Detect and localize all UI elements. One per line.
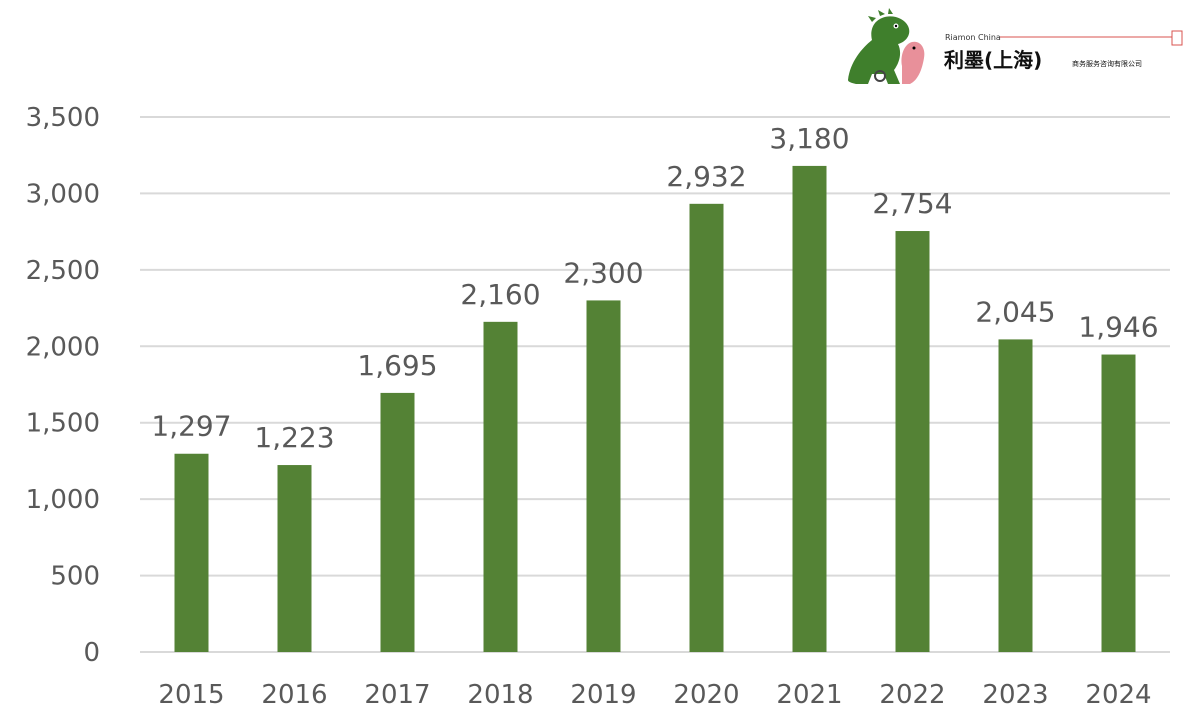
x-tick-label: 2024: [1085, 680, 1151, 710]
bar-2020: [689, 203, 724, 652]
bar-2019: [586, 300, 621, 652]
x-tick-label: 2021: [776, 680, 842, 710]
bar-2021: [792, 165, 827, 652]
data-label: 3,180: [769, 122, 849, 155]
data-label: 2,932: [666, 160, 746, 193]
y-tick-label: 500: [50, 562, 100, 592]
logo-stamp-icon: [1171, 30, 1183, 46]
x-tick-label: 2017: [364, 680, 430, 710]
data-label: 2,754: [872, 187, 952, 220]
gridlines: [140, 116, 1170, 653]
x-tick-label: 2019: [570, 680, 636, 710]
y-tick-label: 1,500: [26, 409, 100, 439]
y-tick-label: 2,500: [26, 256, 100, 286]
data-labels: 1,297 1,223 1,695 2,160 2,300 2,932 3,180 2,754…: [151, 122, 1158, 454]
data-label: 1,695: [357, 349, 437, 382]
bar-2018: [483, 321, 518, 652]
bar-2024: [1101, 354, 1136, 652]
bar-2015: [174, 453, 209, 652]
bar-2023: [998, 339, 1033, 652]
y-tick-label: 3,500: [26, 103, 100, 133]
data-label: 1,297: [151, 410, 231, 443]
data-label: 2,160: [460, 278, 540, 311]
y-tick-label: 1,000: [26, 485, 100, 515]
dinosaur-mascot-icon: [848, 8, 925, 85]
x-tick-label: 2015: [158, 680, 224, 710]
logo-company-suffix: 商务服务咨询有限公司: [1072, 59, 1142, 68]
data-label: 1,946: [1078, 311, 1158, 344]
x-tick-label: 2023: [982, 680, 1048, 710]
y-axis-labels: 0 500 1,000 1,500 2,000 2,500 3,000 3,500: [26, 103, 100, 668]
x-tick-label: 2020: [673, 680, 739, 710]
x-tick-label: 2022: [879, 680, 945, 710]
logo-brand-en: Riamon China: [945, 33, 1001, 42]
data-label: 2,300: [563, 256, 643, 289]
data-label: 1,223: [254, 421, 334, 454]
bar-2022: [895, 231, 930, 652]
y-tick-label: 3,000: [26, 179, 100, 209]
company-logo: Riamon China 利墨(上海) 商务服务咨询有限公司: [848, 8, 1183, 85]
x-tick-label: 2016: [261, 680, 327, 710]
y-tick-label: 0: [83, 638, 100, 668]
x-tick-label: 2018: [467, 680, 533, 710]
logo-brand-cn: 利墨(上海): [944, 48, 1042, 72]
bars: [174, 165, 1136, 652]
data-label: 2,045: [975, 295, 1055, 328]
x-axis-labels: 2015 2016 2017 2018 2019 2020 2021 2022 2023 2024: [158, 680, 1151, 710]
y-tick-label: 2,000: [26, 332, 100, 362]
bar-2016: [277, 465, 312, 652]
bar-2017: [380, 392, 415, 652]
